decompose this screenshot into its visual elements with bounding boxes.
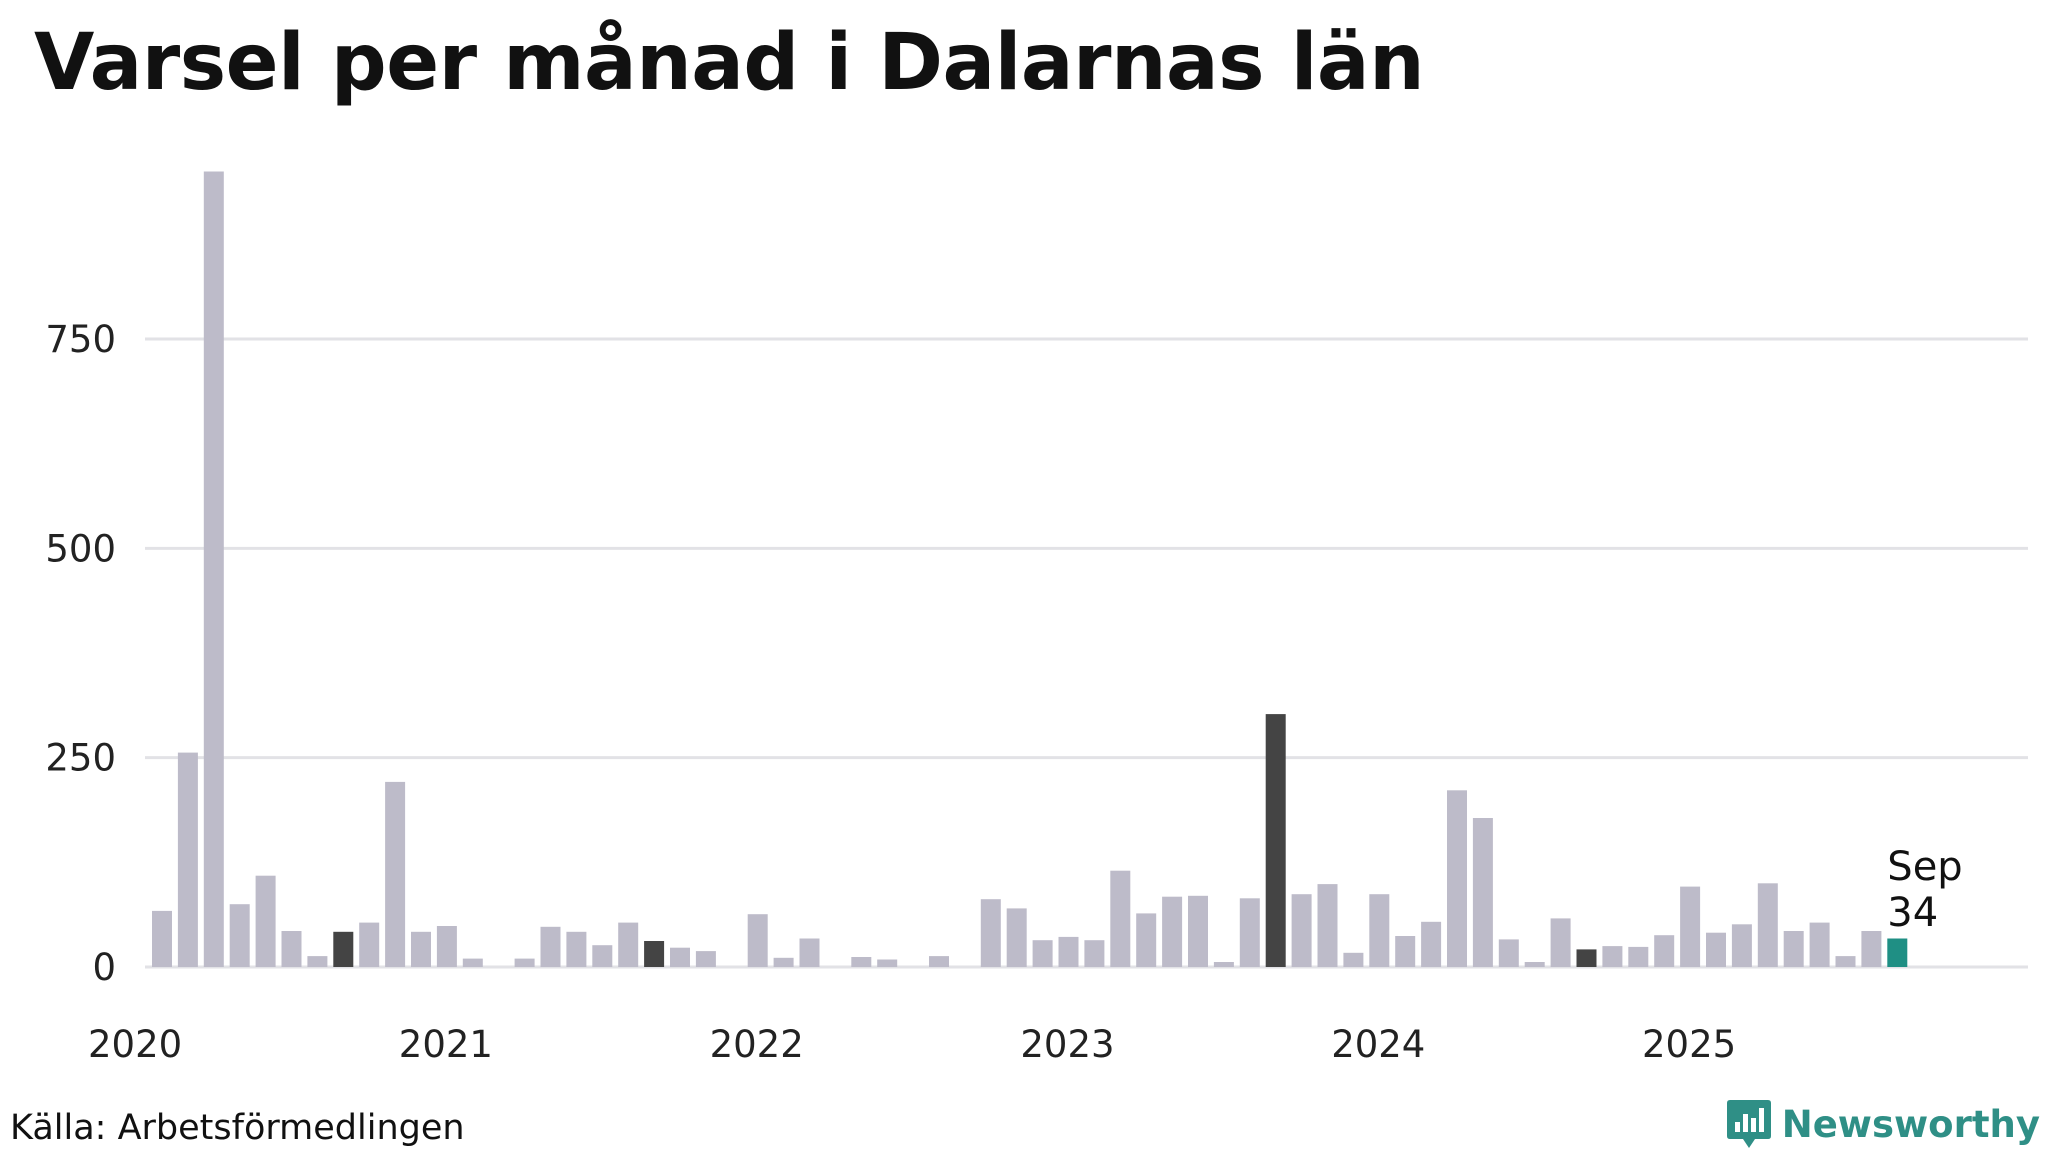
x-tick-label: 2025 (1642, 1023, 1736, 1066)
bar (1861, 931, 1882, 967)
bar (281, 931, 302, 967)
bar (1783, 931, 1804, 967)
bar (566, 931, 587, 967)
x-axis-ticks: 2020 2021 2022 2023 2024 2025 (88, 1023, 1736, 1066)
bar (1447, 790, 1467, 967)
bar (1706, 932, 1726, 967)
y-tick-label: 500 (45, 527, 116, 570)
bar (644, 941, 665, 967)
x-tick-label: 2021 (399, 1023, 493, 1066)
bar (1602, 946, 1623, 967)
bar (385, 781, 406, 967)
bar (359, 922, 380, 967)
brand-logo: Newsworthy (1726, 1098, 2040, 1150)
bar (1136, 913, 1157, 967)
bar (1576, 949, 1597, 967)
bar (1680, 886, 1701, 967)
bar (695, 951, 716, 967)
bar (773, 957, 794, 967)
bar (1524, 962, 1545, 967)
bar (1058, 936, 1079, 967)
bar (411, 931, 431, 967)
bar (1369, 894, 1390, 967)
bar-chart-icon (1726, 1100, 1771, 1148)
bar (1550, 918, 1571, 967)
bar (747, 914, 768, 967)
source-note: Källa: Arbetsförmedlingen (10, 1108, 465, 1148)
bar (177, 752, 198, 967)
bar (333, 931, 354, 967)
bar (1757, 883, 1778, 967)
gridlines (145, 337, 2028, 969)
bar (851, 957, 872, 967)
bar (1835, 956, 1856, 967)
bar (1162, 896, 1183, 967)
annotation-value: 34 (1887, 890, 1938, 936)
bar (1084, 940, 1105, 967)
bar (799, 938, 820, 967)
bar (1110, 870, 1131, 967)
bar (1188, 895, 1208, 967)
bar (540, 926, 561, 967)
chart-title: Varsel per månad i Dalarnas län (34, 18, 1425, 108)
y-tick-label: 0 (92, 946, 116, 989)
x-tick-label: 2020 (88, 1023, 182, 1066)
y-axis-ticks: 0 250 500 750 (45, 318, 116, 989)
bar (1265, 714, 1286, 967)
bar (152, 910, 172, 967)
bar (592, 945, 613, 967)
bar (462, 958, 483, 967)
bar (1317, 884, 1338, 967)
bar (1343, 952, 1364, 967)
y-tick-label: 750 (45, 318, 116, 361)
bar (929, 956, 949, 967)
y-tick-label: 250 (45, 737, 116, 780)
bar (1498, 939, 1519, 967)
x-tick-label: 2022 (710, 1023, 804, 1066)
x-tick-label: 2023 (1020, 1023, 1114, 1066)
bar (1421, 921, 1442, 967)
bar (1395, 936, 1416, 967)
bar (255, 875, 276, 967)
x-tick-label: 2024 (1331, 1023, 1425, 1066)
bars (152, 171, 1908, 967)
bar-latest (1887, 938, 1908, 967)
bar (670, 947, 690, 967)
bar (1472, 818, 1493, 967)
bar (1628, 946, 1649, 967)
bar (1291, 894, 1312, 967)
bar (1239, 898, 1260, 967)
bar (1654, 935, 1675, 967)
bar (877, 959, 898, 967)
bar (1032, 940, 1053, 967)
bar (436, 926, 457, 967)
bar (307, 956, 328, 967)
bar (1731, 924, 1752, 967)
bar (1213, 962, 1234, 967)
bar (1006, 908, 1027, 967)
bar (514, 958, 535, 967)
bar (1809, 922, 1830, 967)
latest-annotation: Sep 34 (1887, 844, 1962, 936)
bar (229, 904, 250, 967)
bar (618, 922, 639, 967)
annotation-month: Sep (1887, 844, 1962, 890)
bar-chart: 0 250 500 750 2020 2021 2022 2023 2024 2025 Sep … (45, 171, 2028, 1066)
bar (203, 171, 224, 967)
brand-name: Newsworthy (1781, 1102, 2040, 1146)
bar (980, 899, 1001, 967)
